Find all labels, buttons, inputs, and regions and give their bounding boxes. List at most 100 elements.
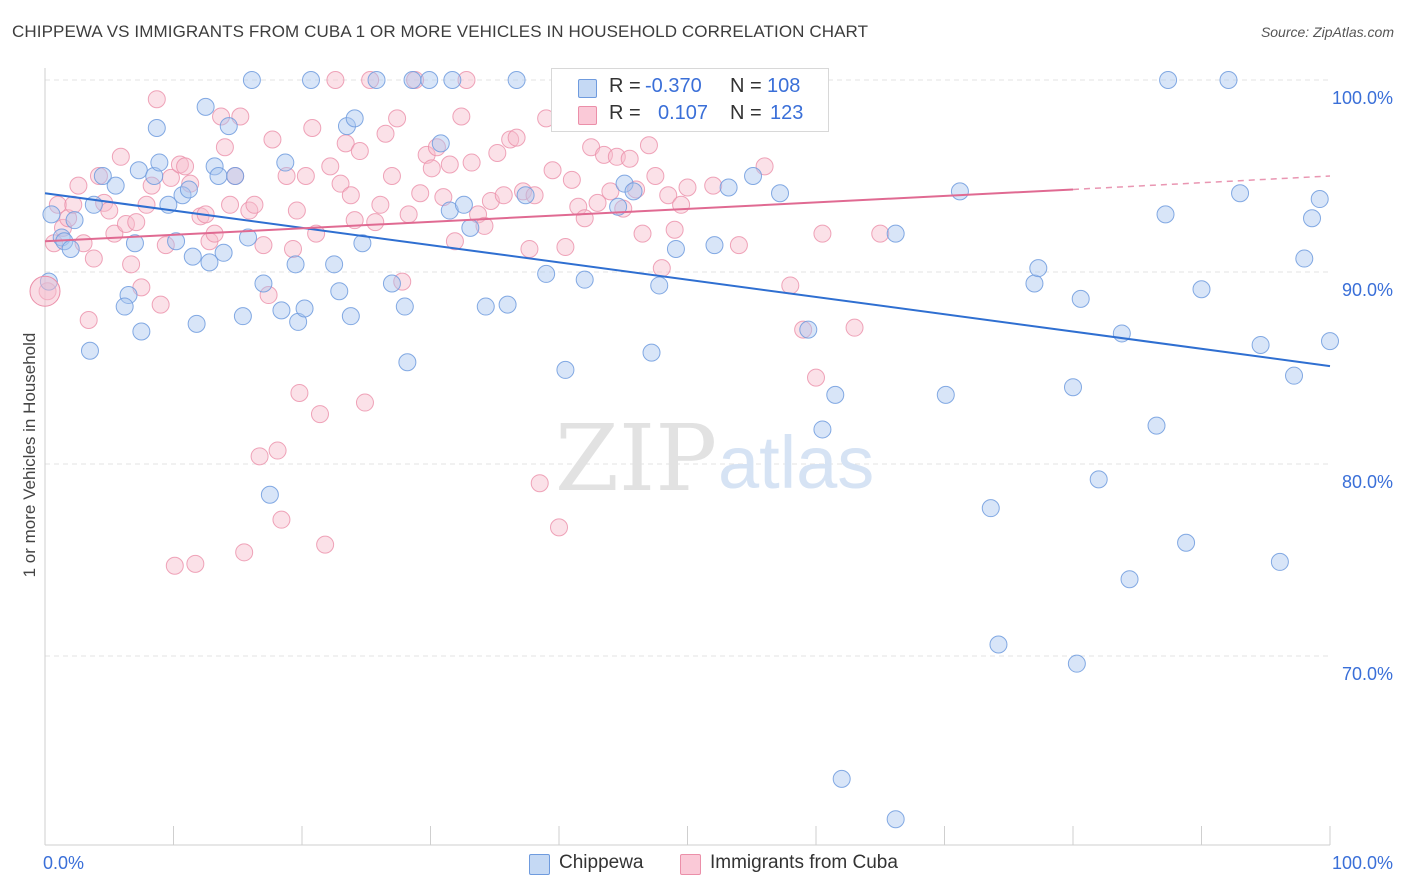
tick-labels: 100.0% 90.0% 80.0% 70.0% 0.0% 100.0%: [43, 88, 1393, 873]
data-point-cuba: [137, 195, 156, 214]
data-point-chippewa: [826, 385, 845, 404]
data-point-cuba: [422, 159, 441, 178]
data-point-chippewa: [276, 153, 295, 172]
data-point-chippewa: [330, 282, 349, 301]
data-point-cuba: [272, 510, 291, 529]
data-point-cuba: [501, 130, 520, 149]
data-point-cuba: [151, 295, 170, 314]
data-point-chippewa: [61, 239, 80, 258]
data-point-chippewa: [209, 167, 228, 185]
data-point-chippewa: [981, 499, 1000, 518]
data-point-cuba: [100, 201, 119, 220]
data-point-cuba: [310, 405, 329, 424]
data-point-cuba: [507, 128, 526, 147]
data-point-chippewa: [1192, 280, 1211, 299]
data-point-chippewa: [119, 286, 138, 305]
data-point-cuba: [704, 176, 723, 195]
data-point-cuba: [48, 195, 67, 214]
data-point-cuba: [488, 143, 507, 162]
data-point-chippewa: [950, 182, 969, 201]
trend-line-chippewa: [44, 192, 1331, 368]
data-point-cuba: [627, 180, 646, 199]
data-point-cuba: [79, 311, 98, 329]
data-point-chippewa: [353, 234, 372, 253]
data-point-chippewa: [461, 218, 480, 237]
data-point-chippewa: [1251, 335, 1270, 354]
data-point-chippewa: [1219, 71, 1238, 89]
data-point-cuba: [575, 209, 594, 228]
data-point-cuba: [755, 157, 774, 176]
data-point-cuba: [350, 142, 369, 161]
data-point-chippewa: [1071, 289, 1090, 308]
data-point-chippewa: [1029, 259, 1048, 278]
data-point-cuba: [176, 157, 195, 176]
data-point-chippewa: [106, 176, 125, 195]
watermark-atlas: atlas: [718, 421, 874, 504]
data-point-chippewa: [609, 197, 628, 216]
data-point-cuba: [221, 195, 240, 214]
watermark-zip: ZIP: [555, 405, 717, 512]
y-tick-label: 100.0%: [1332, 88, 1393, 108]
data-point-cuba: [457, 71, 476, 89]
data-point-cuba: [388, 109, 407, 128]
data-point-chippewa: [420, 71, 439, 89]
data-point-chippewa: [516, 186, 535, 205]
data-point-cuba: [277, 167, 296, 185]
data-point-chippewa: [1120, 570, 1139, 589]
cuba-swatch: [578, 106, 597, 125]
series-legend: Chippewa Immigrants from Cuba: [0, 852, 1406, 876]
data-point-chippewa: [1147, 416, 1166, 435]
data-point-cuba: [845, 318, 864, 337]
data-point-cuba: [417, 145, 436, 164]
data-point-cuba: [550, 518, 568, 537]
data-point-cuba: [665, 220, 684, 239]
trend-lines: [44, 175, 1331, 368]
data-point-chippewa: [295, 299, 314, 318]
data-point-chippewa: [537, 264, 556, 283]
y-tick-label: 70.0%: [1342, 664, 1393, 684]
data-point-chippewa: [1159, 71, 1178, 89]
data-point-cuba: [445, 232, 464, 251]
data-point-chippewa: [615, 174, 634, 193]
data-point-chippewa: [403, 71, 422, 89]
data-point-cuba: [231, 107, 250, 126]
data-point-chippewa: [705, 236, 724, 255]
data-point-cuba: [633, 224, 652, 243]
data-point-cuba: [620, 149, 639, 168]
data-point-chippewa: [341, 307, 360, 326]
data-point-cuba: [326, 71, 345, 89]
data-point-cuba: [69, 176, 88, 195]
data-point-cuba: [84, 249, 103, 268]
data-point-cuba: [462, 153, 481, 172]
data-point-chippewa: [624, 182, 643, 201]
data-point-chippewa: [147, 119, 166, 137]
data-point-chippewa: [443, 71, 462, 89]
data-point-chippewa: [1310, 190, 1329, 209]
chippewa-swatch: [529, 854, 550, 875]
data-point-chippewa: [886, 810, 905, 829]
data-point-chippewa: [1303, 209, 1322, 228]
data-point-chippewa: [125, 234, 144, 253]
data-point-chippewa: [556, 360, 575, 379]
stats-row-cuba: R = 0.107 N = 123: [552, 100, 828, 128]
data-point-cuba: [371, 195, 390, 214]
data-point-chippewa: [196, 97, 215, 116]
data-point-cuba: [250, 447, 269, 466]
data-point-chippewa: [254, 274, 273, 293]
data-point-cuba: [165, 556, 184, 575]
data-point-cuba: [588, 193, 607, 212]
data-point-cuba: [341, 186, 360, 205]
legend-label: Chippewa: [559, 852, 644, 873]
data-point-cuba: [813, 224, 832, 243]
n-label: N =: [730, 75, 762, 97]
data-point-chippewa: [132, 322, 151, 341]
data-point-cuba: [376, 124, 395, 143]
data-point-cuba: [127, 213, 146, 232]
data-point-cuba: [807, 368, 825, 387]
data-point-chippewa: [476, 297, 495, 316]
r-label: R =: [609, 75, 641, 97]
data-point-chippewa: [205, 157, 224, 176]
data-point-chippewa: [936, 385, 955, 404]
data-point-cuba: [399, 205, 418, 224]
data-point-chippewa: [454, 195, 473, 214]
